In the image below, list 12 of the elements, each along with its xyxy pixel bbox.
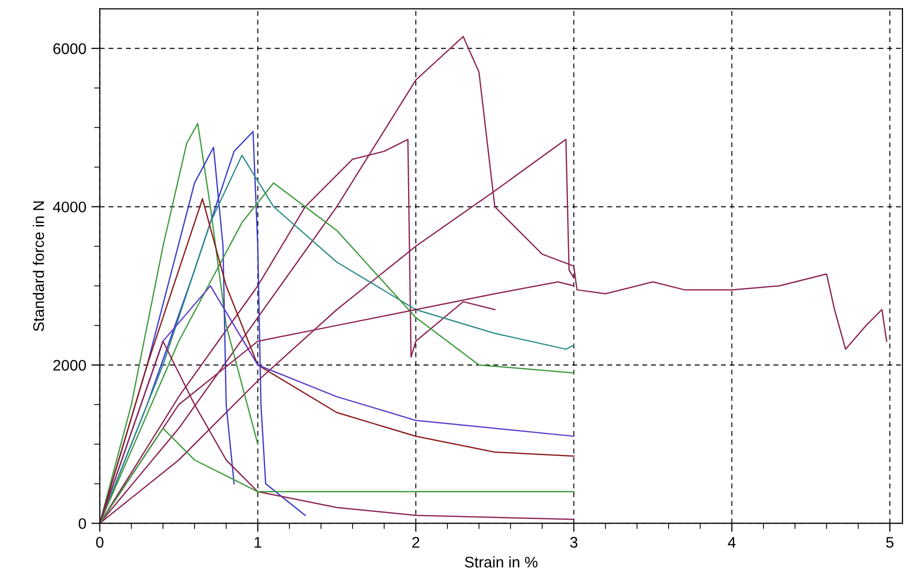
x-tick-label: 2 [412, 536, 420, 548]
y-tick-label: 0 [78, 518, 86, 530]
x-axis-title: Strain in % [464, 556, 538, 568]
y-tick-label: 2000 [53, 360, 86, 371]
y-tick-label: 6000 [53, 43, 86, 54]
x-tick-label: 4 [728, 537, 736, 548]
x-tick-label: 0 [96, 536, 104, 548]
x-tick-label: 3 [570, 536, 578, 548]
x-tick-label: 5 [886, 537, 894, 548]
y-axis-title: Standard force in N [32, 201, 44, 332]
y-tick-label: 4000 [52, 202, 86, 212]
x-tick-label: 1 [254, 537, 262, 548]
